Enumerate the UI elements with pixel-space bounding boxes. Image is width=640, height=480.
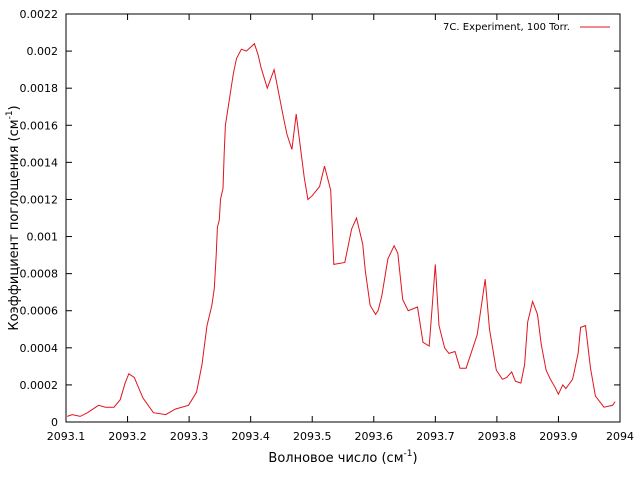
y-axis-title-close: ) [7,105,22,110]
y-tick-label: 0.0004 [20,342,59,355]
x-tick-label: 2093.5 [293,430,332,443]
x-tick-label: 2093.3 [170,430,209,443]
x-tick-label: 2093.4 [231,430,270,443]
y-tick-label: 0.001 [27,231,59,244]
series-line [67,42,616,417]
y-tick-label: 0 [51,416,58,429]
y-tick-label: 0.0002 [20,379,59,392]
ticks-group [65,13,621,423]
x-tick-label: 2093.8 [478,430,517,443]
legend: 7C. Experiment, 100 Torr. [443,22,610,33]
tick-labels-group: 2093.1 2093.2 2093.3 2093.4 2093.5 2093.6 2093… [20,8,635,443]
y-axis-title-sup: -1 [5,110,15,119]
x-tick-label: 2094 [606,430,634,443]
plot-frame [65,13,621,423]
y-tick-label: 0.0012 [20,193,59,206]
y-tick-label: 0.0016 [20,119,59,132]
x-axis-title-main: Волновое число (см [268,451,403,466]
x-axis-title-close: ) [412,451,417,466]
x-tick-label: 2093.9 [539,430,578,443]
y-axis-title-main: Коэффициент поглощения (см [7,119,22,330]
y-tick-label: 0.0014 [20,156,59,169]
legend-label: 7C. Experiment, 100 Torr. [443,22,570,33]
y-tick-label: 0.0018 [20,82,59,95]
x-tick-label: 2093.7 [416,430,455,443]
y-tick-label: 0.0006 [20,305,59,318]
y-axis-title: Коэффициент поглощения (см-1) [5,105,22,330]
y-tick-label: 0.0008 [20,268,59,281]
y-tick-label: 0.002 [27,45,59,58]
x-tick-label: 2093.1 [47,430,86,443]
y-tick-label: 0.0022 [20,8,59,21]
x-tick-label: 2093.6 [355,430,394,443]
x-tick-label: 2093.2 [108,430,147,443]
x-axis-title-sup: -1 [404,449,413,459]
x-axis-title: Волновое число (см-1) [268,449,417,466]
